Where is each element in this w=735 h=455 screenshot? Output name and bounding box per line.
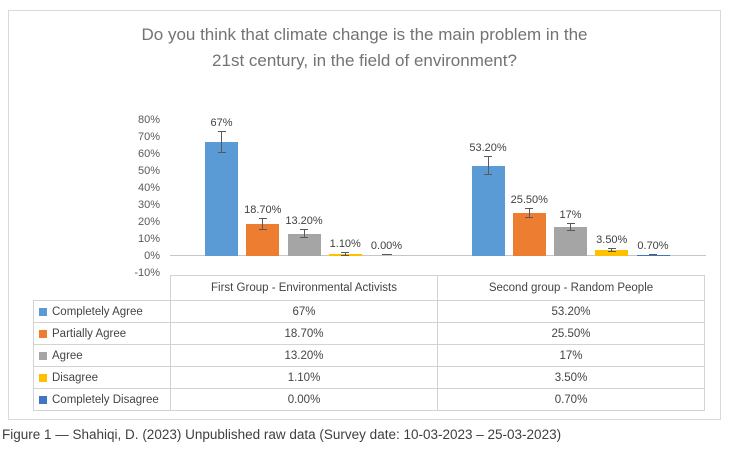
error-bar-line	[570, 222, 571, 232]
error-bar-cap-bottom	[649, 254, 657, 256]
legend-swatch-icon	[39, 373, 47, 382]
y-axis-tick-label: 70%	[137, 131, 160, 143]
legend-label: Agree	[52, 349, 83, 362]
error-bar-line	[528, 207, 530, 218]
legend-label: Partially Agree	[52, 327, 127, 340]
bar-label: 25.50%	[510, 193, 548, 206]
error-bar-cap-bottom	[607, 250, 616, 252]
bar-disagree-group2	[595, 250, 629, 256]
value-cell: 25.50%	[437, 322, 705, 345]
bar-label: 53.20%	[469, 142, 507, 155]
legend-label: Completely Disagree	[52, 393, 159, 406]
error-bar-cap-top	[566, 222, 575, 224]
error-bar-cap-top	[525, 207, 534, 209]
y-axis-tick-label: 80%	[137, 114, 160, 126]
bar-label: 0.70%	[637, 240, 669, 253]
bar-label: 67%	[210, 117, 233, 130]
value-cell: 67%	[170, 300, 438, 323]
value-cell: 3.50%	[437, 366, 705, 389]
error-bar-cap-bottom	[566, 230, 575, 232]
table-row: Completely Agree 67% 53.20%	[33, 300, 705, 323]
error-bar-line	[487, 156, 489, 175]
value-cell: 18.70%	[170, 322, 438, 345]
x-axis-line	[170, 255, 706, 256]
error-bar-cap-top	[258, 218, 267, 220]
value-cell: 0.70%	[437, 388, 705, 411]
bar-label: 0.00%	[370, 240, 403, 252]
bar-label: 18.70%	[244, 204, 282, 217]
error-bar-cap-top	[300, 229, 308, 231]
legend-swatch-icon	[39, 395, 47, 404]
bar-agree-group2	[554, 227, 587, 256]
bar-completely-agree-group2	[471, 165, 505, 256]
y-axis-tick-label: 10%	[137, 233, 160, 245]
legend-cell: Completely Disagree	[33, 388, 171, 411]
bar-label: 3.50%	[596, 234, 628, 247]
value-cell: 17%	[437, 344, 705, 367]
bar-agree-group1	[287, 233, 321, 256]
y-axis-tick-label: 20%	[137, 216, 160, 228]
y-axis-tick-label: 40%	[137, 182, 160, 194]
figure-caption: Figure 1 — Shahiqi, D. (2023) Unpublishe…	[2, 427, 562, 442]
error-bar-cap-bottom	[258, 229, 267, 231]
error-bar-cap-bottom	[300, 236, 308, 238]
bar-label: 13.20%	[285, 215, 323, 228]
table-row: Agree 13.20% 17%	[33, 344, 705, 367]
legend-cell: Agree	[33, 344, 171, 367]
value-cell: 0.00%	[170, 388, 438, 411]
y-axis-tick-label: 0%	[144, 250, 160, 262]
error-bar-cap-bottom	[341, 255, 350, 256]
data-table: First Group - Environmental Activists Sec…	[33, 275, 705, 411]
table-row: Completely Disagree 0.00% 0.70%	[33, 388, 705, 411]
legend-label: Completely Agree	[52, 305, 143, 318]
value-cell: 53.20%	[437, 300, 705, 323]
error-bar-cap-bottom	[525, 216, 534, 218]
table-header-group1: First Group - Environmental Activists	[170, 275, 438, 301]
error-bar-line	[303, 229, 305, 238]
legend-cell: Disagree	[33, 366, 171, 389]
error-bar-line	[611, 248, 613, 252]
legend-swatch-icon	[39, 351, 47, 360]
legend-swatch-icon	[39, 329, 47, 338]
bar-completely-agree-group1	[205, 142, 238, 256]
bar-label: 17%	[559, 208, 582, 221]
error-bar-cap-top	[484, 156, 492, 158]
y-axis-tick-label: 50%	[137, 165, 160, 177]
zero-bar-dash-completely-disagree-group1	[381, 253, 392, 255]
table-header-empty-cell	[34, 276, 171, 301]
chart-title-line1: Do you think that climate change is the …	[141, 25, 588, 44]
error-bar-cap-top	[607, 248, 616, 250]
legend-cell: Completely Agree	[33, 300, 171, 323]
value-cell: 1.10%	[170, 366, 438, 389]
bar-partially-agree-group2	[512, 212, 546, 256]
chart-title-line2: 21st century, in the field of environmen…	[212, 51, 517, 70]
table-header-group2: Second group - Random People	[437, 275, 705, 301]
table-header-row: First Group - Environmental Activists Sec…	[34, 275, 705, 301]
value-cell: 13.20%	[170, 344, 438, 367]
error-bar-cap-bottom	[484, 173, 492, 175]
table-row: Disagree 1.10% 3.50%	[33, 366, 705, 389]
y-axis-tick-label: -10%	[134, 267, 160, 279]
legend-cell: Partially Agree	[33, 322, 171, 345]
error-bar-cap-bottom	[217, 152, 226, 154]
bar-label: 1.10%	[329, 237, 361, 250]
error-bar-line	[221, 131, 222, 154]
legend-label: Disagree	[52, 371, 99, 384]
y-axis-tick-label: 60%	[137, 148, 160, 160]
error-bar-line	[262, 218, 264, 231]
y-axis-tick-label: 30%	[137, 199, 160, 211]
error-bar-line	[344, 251, 346, 256]
chart-title: Do you think that climate change is the …	[8, 22, 721, 74]
error-bar-cap-top	[217, 131, 226, 133]
error-bar-cap-top	[341, 251, 350, 253]
table-row: Partially Agree 18.70% 25.50%	[33, 322, 705, 345]
legend-swatch-icon	[39, 307, 47, 316]
